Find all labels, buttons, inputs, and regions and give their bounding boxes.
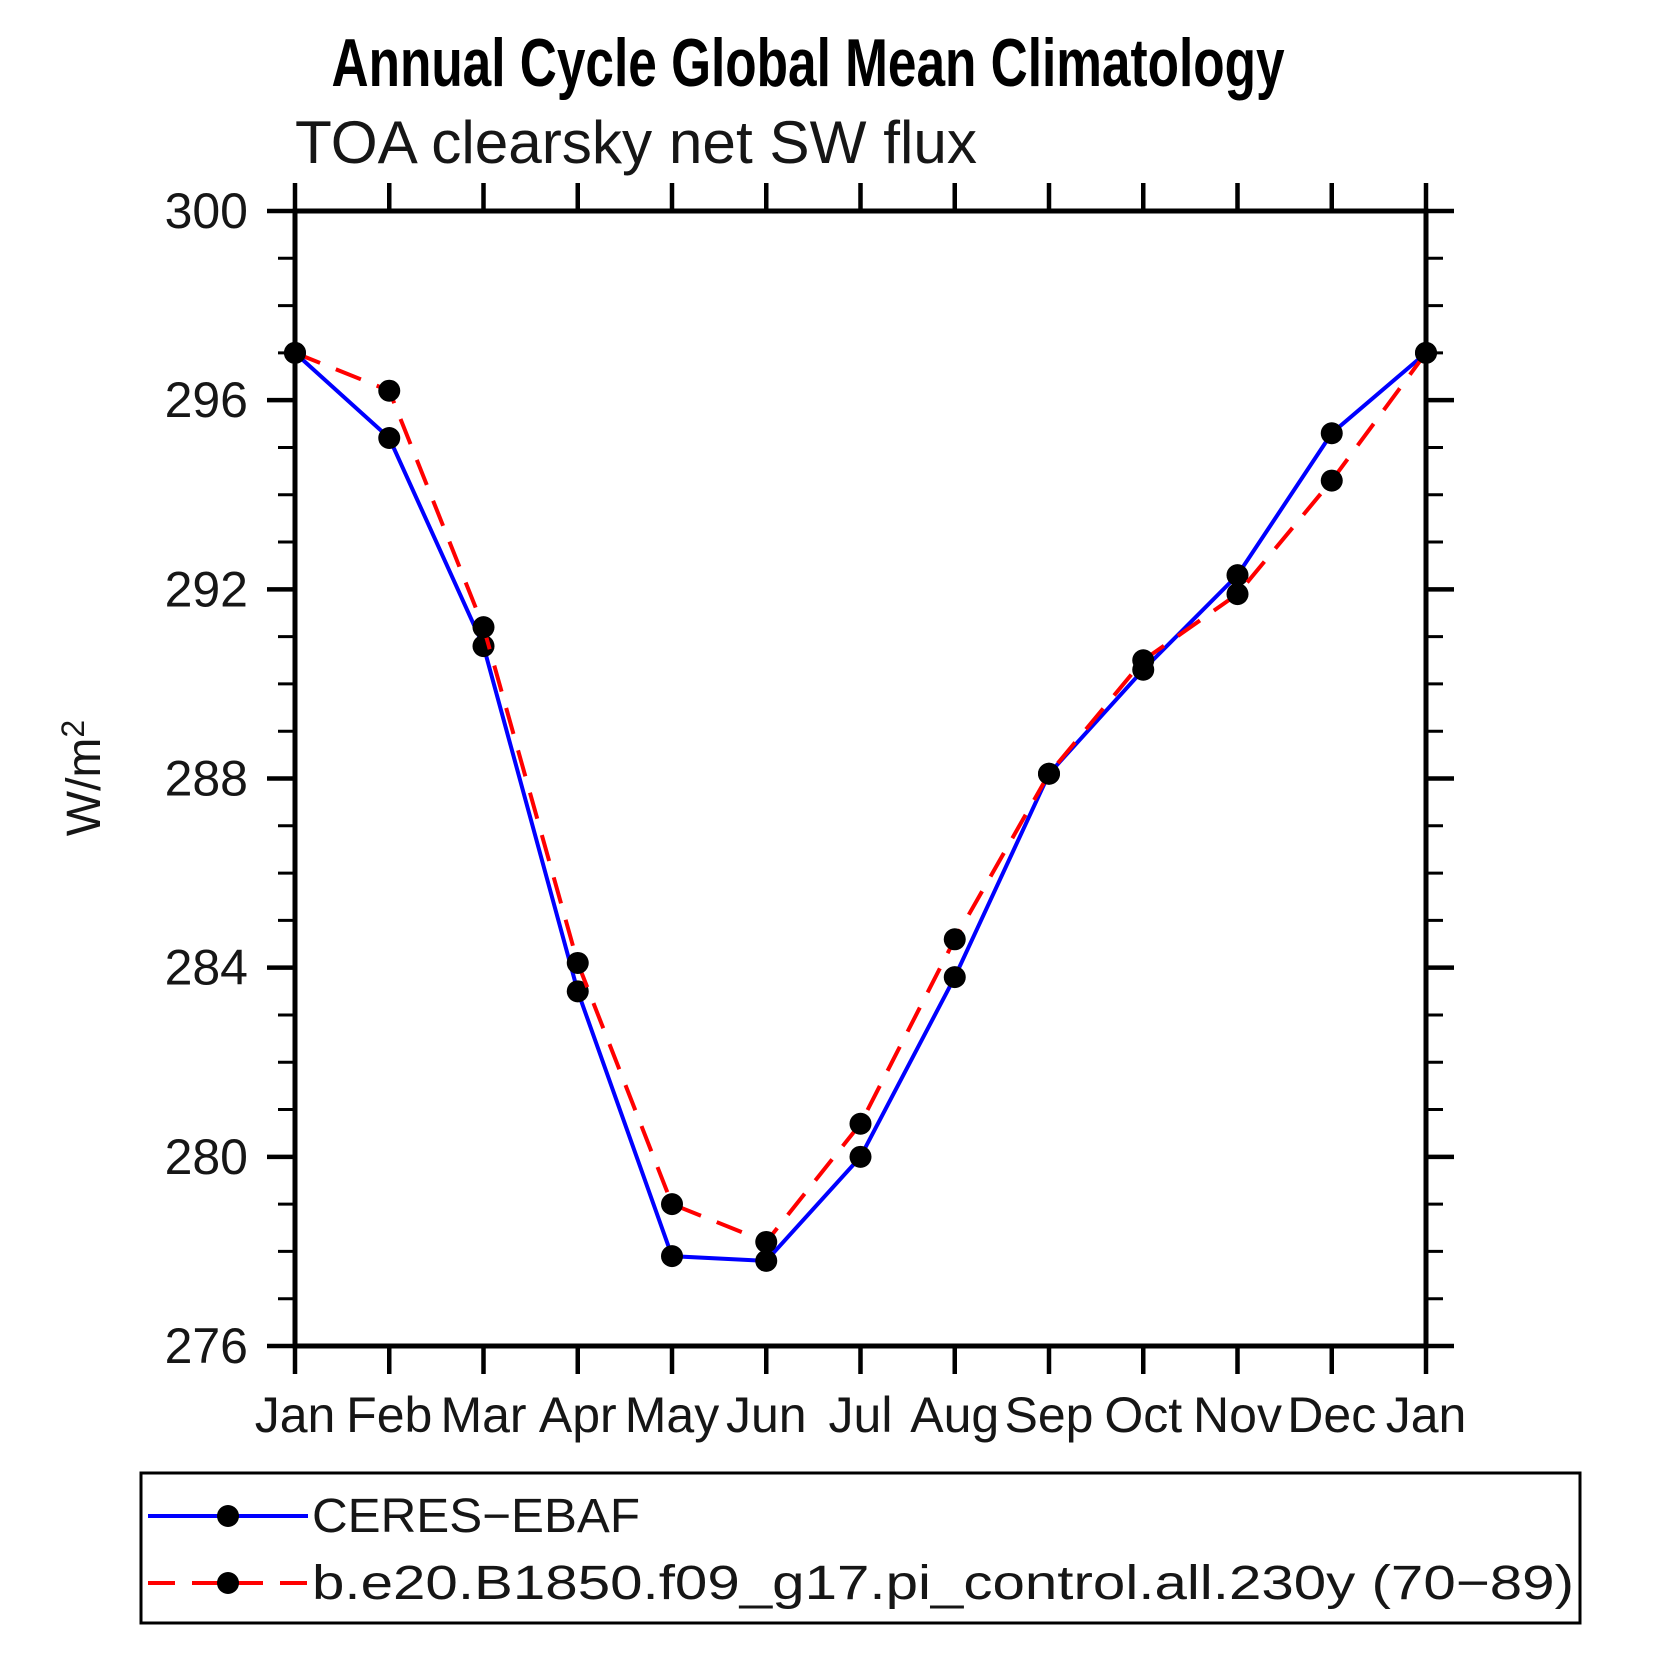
data-point-marker xyxy=(566,980,589,1003)
plot-axes xyxy=(292,208,1429,1349)
x-tick-label: May xyxy=(625,1387,719,1443)
data-point-marker xyxy=(755,1249,778,1272)
y-axis-tick-labels: 276 280 284 288 292 296 300 xyxy=(165,183,248,1374)
x-tick-label: Jan xyxy=(255,1387,336,1443)
y-axis-title-superscript: 2 xyxy=(55,720,91,738)
y-tick-label: 276 xyxy=(165,1318,248,1374)
x-tick-label: Jun xyxy=(726,1387,807,1443)
y-axis-title: W/m2 xyxy=(55,720,111,836)
y-tick-label: 280 xyxy=(165,1129,248,1185)
legend: CERES−EBAF b.e20.B1850.f09_g17.pi_control… xyxy=(139,1471,1582,1625)
legend-item-ceres-ebaf: CERES−EBAF xyxy=(148,1490,640,1543)
data-point-marker xyxy=(1038,762,1060,785)
data-point-marker xyxy=(284,341,306,364)
chart-title: Annual Cycle Global Mean Climatology xyxy=(332,25,1285,101)
series-model-pi-control xyxy=(284,341,1437,1253)
chart-subtitle: TOA clearsky net SW flux xyxy=(295,109,977,176)
data-point-marker xyxy=(1320,422,1343,445)
data-point-marker xyxy=(661,1245,683,1268)
legend-marker xyxy=(217,1505,239,1527)
data-point-marker xyxy=(378,427,401,449)
data-point-marker xyxy=(943,928,966,951)
data-point-marker xyxy=(566,951,589,974)
data-point-marker xyxy=(943,966,966,989)
x-tick-label: Nov xyxy=(1193,1387,1282,1443)
data-point-marker xyxy=(1226,583,1249,606)
x-tick-label: Sep xyxy=(1005,1387,1094,1443)
data-point-marker xyxy=(1320,469,1343,492)
x-axis-ticks xyxy=(292,183,1429,1374)
x-tick-label: Jul xyxy=(829,1387,893,1443)
y-axis-ticks xyxy=(267,208,1454,1349)
data-series xyxy=(284,341,1437,1272)
x-tick-label: Mar xyxy=(440,1387,526,1443)
y-tick-label: 284 xyxy=(165,940,248,996)
data-point-marker xyxy=(472,616,495,639)
data-point-marker xyxy=(849,1145,872,1168)
plot-border xyxy=(292,208,1429,1349)
data-point-marker xyxy=(378,379,401,402)
y-tick-label: 300 xyxy=(165,183,248,239)
x-axis-tick-labels: Jan Feb Mar Apr May Jun Jul Aug Sep Oct Nov Dec Jan xyxy=(255,1387,1467,1443)
data-point-marker xyxy=(1226,564,1249,587)
x-tick-label: Dec xyxy=(1287,1387,1376,1443)
y-tick-label: 296 xyxy=(165,372,248,428)
x-tick-label: Feb xyxy=(346,1387,432,1443)
legend-label-model-pi-control: b.e20.B1850.f09_g17.pi_control.all.230y … xyxy=(312,1557,1574,1610)
legend-item-model-pi-control: b.e20.B1850.f09_g17.pi_control.all.230y … xyxy=(148,1557,1574,1610)
data-point-marker xyxy=(1415,341,1437,364)
legend-box xyxy=(139,1471,1582,1625)
legend-marker xyxy=(217,1572,239,1594)
y-tick-label: 292 xyxy=(165,561,248,617)
data-point-marker xyxy=(661,1193,683,1216)
x-tick-label: Oct xyxy=(1104,1387,1182,1443)
x-tick-label: Jan xyxy=(1386,1387,1467,1443)
data-point-marker xyxy=(849,1112,872,1135)
data-point-marker xyxy=(472,635,495,658)
legend-label-ceres-ebaf: CERES−EBAF xyxy=(312,1490,640,1543)
series-line-model-pi-control xyxy=(294,351,1428,1245)
data-point-marker xyxy=(1132,649,1155,672)
x-tick-label: Aug xyxy=(910,1387,999,1443)
data-point-marker xyxy=(755,1230,778,1253)
x-tick-label: Apr xyxy=(539,1387,617,1443)
y-axis-title-base: W/m xyxy=(58,738,111,837)
y-tick-label: 288 xyxy=(165,751,248,807)
